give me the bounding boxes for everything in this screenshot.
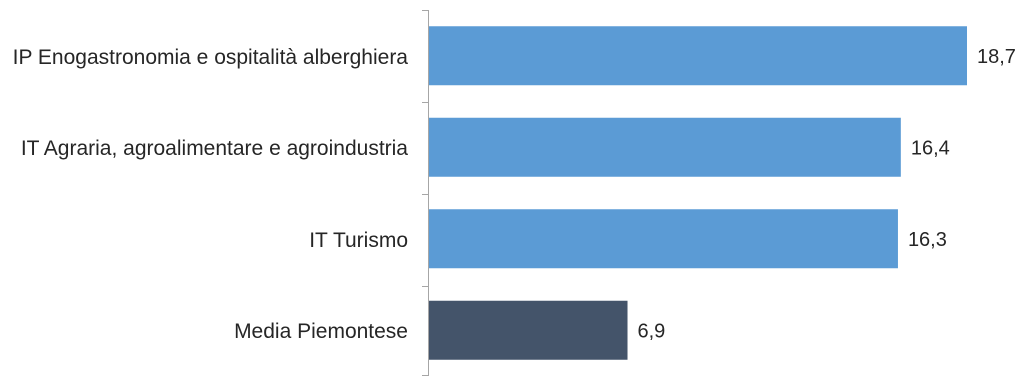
bar [429, 26, 967, 86]
bar [429, 117, 901, 177]
category-label: IP Enogastronomia e ospitalità alberghie… [12, 45, 408, 69]
category-label: IT Agraria, agroalimentare e agroindustr… [20, 137, 408, 161]
value-label: 18,7 [977, 46, 1016, 68]
bar [429, 209, 898, 269]
value-label: 16,3 [908, 229, 947, 251]
axis [422, 10, 429, 376]
bar [429, 300, 628, 360]
category-label: IT Turismo [309, 228, 408, 252]
value-label: 16,4 [911, 138, 950, 160]
category-label: Media Piemontese [234, 320, 408, 344]
value-label: 6,9 [638, 321, 666, 343]
